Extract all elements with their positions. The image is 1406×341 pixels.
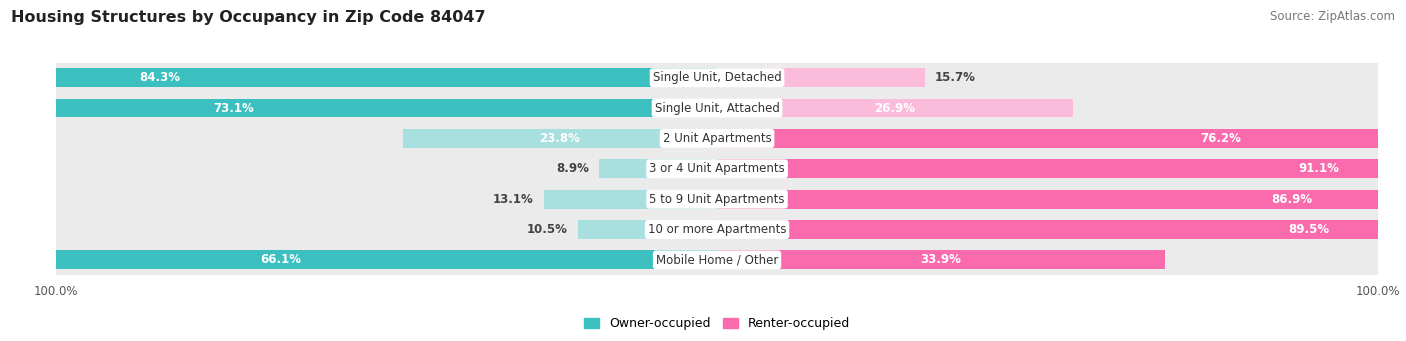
Bar [56,93,1378,123]
Bar [56,123,1378,153]
Bar [544,190,717,209]
Text: 33.9%: 33.9% [921,253,962,266]
Text: Single Unit, Attached: Single Unit, Attached [655,102,779,115]
Bar [56,62,1378,93]
Text: Single Unit, Detached: Single Unit, Detached [652,71,782,84]
Text: Mobile Home / Other: Mobile Home / Other [655,253,779,266]
Text: 86.9%: 86.9% [1271,193,1312,206]
Bar [0,251,717,269]
Bar [717,68,925,87]
Bar [717,159,1406,178]
Bar [56,184,1378,214]
Bar [0,68,717,87]
Text: Source: ZipAtlas.com: Source: ZipAtlas.com [1270,10,1395,23]
Text: 13.1%: 13.1% [492,193,533,206]
Text: Housing Structures by Occupancy in Zip Code 84047: Housing Structures by Occupancy in Zip C… [11,10,486,25]
Bar [717,129,1406,148]
Legend: Owner-occupied, Renter-occupied: Owner-occupied, Renter-occupied [579,312,855,336]
Text: 2 Unit Apartments: 2 Unit Apartments [662,132,772,145]
Text: 3 or 4 Unit Apartments: 3 or 4 Unit Apartments [650,162,785,175]
Bar [717,99,1073,118]
Bar [717,251,1166,269]
Text: 26.9%: 26.9% [875,102,915,115]
Bar [56,153,1378,184]
Text: 66.1%: 66.1% [260,253,301,266]
Bar [402,129,717,148]
Bar [0,99,717,118]
Text: 91.1%: 91.1% [1299,162,1340,175]
Text: 8.9%: 8.9% [555,162,589,175]
Text: 5 to 9 Unit Apartments: 5 to 9 Unit Apartments [650,193,785,206]
Bar [599,159,717,178]
Text: 84.3%: 84.3% [139,71,180,84]
Text: 73.1%: 73.1% [214,102,254,115]
Text: 10.5%: 10.5% [527,223,568,236]
Text: 15.7%: 15.7% [935,71,976,84]
Bar [717,190,1406,209]
Text: 89.5%: 89.5% [1288,223,1329,236]
Text: 23.8%: 23.8% [540,132,581,145]
Bar [578,220,717,239]
Bar [717,220,1406,239]
Bar [56,214,1378,245]
Text: 76.2%: 76.2% [1201,132,1241,145]
Bar [56,245,1378,275]
Text: 10 or more Apartments: 10 or more Apartments [648,223,786,236]
